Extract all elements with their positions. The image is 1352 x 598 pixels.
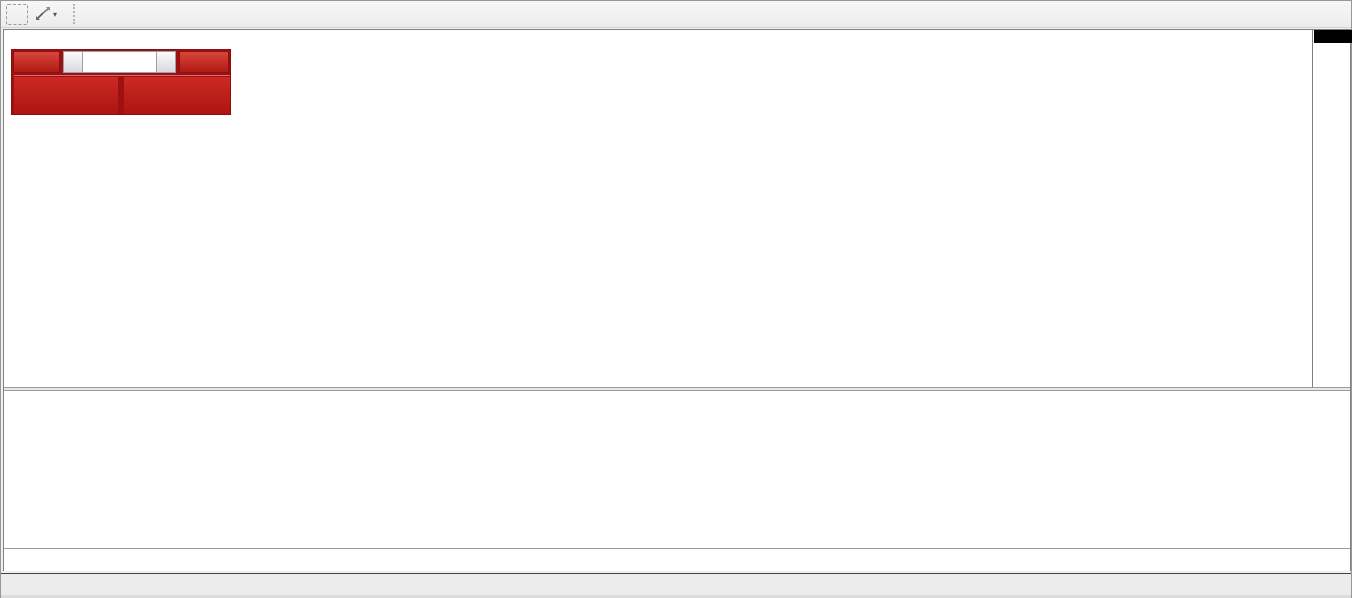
sell-button[interactable] bbox=[13, 51, 60, 73]
volume-stepper bbox=[63, 51, 176, 73]
chart-tab-bar bbox=[1, 573, 1351, 595]
chevron-down-icon: ▾ bbox=[53, 9, 58, 19]
rsi-canvas[interactable] bbox=[8, 391, 1313, 548]
top-toolbar: ▾ bbox=[1, 1, 1351, 28]
price-chart-pane[interactable] bbox=[8, 31, 1313, 387]
bottom-strip bbox=[1, 595, 1351, 598]
buy-button[interactable] bbox=[179, 51, 229, 73]
buy-price-display[interactable] bbox=[124, 77, 230, 114]
volume-decrease-button[interactable] bbox=[63, 51, 83, 73]
volume-increase-button[interactable] bbox=[156, 51, 176, 73]
rsi-pane[interactable] bbox=[8, 391, 1313, 548]
arrange-icon bbox=[36, 7, 50, 20]
time-axis[interactable] bbox=[4, 548, 1350, 571]
axis-divider bbox=[1312, 30, 1313, 548]
chart-window bbox=[3, 29, 1352, 571]
toolbar-grip bbox=[73, 4, 80, 24]
sell-price-display[interactable] bbox=[14, 77, 118, 114]
current-price-tag bbox=[1314, 30, 1352, 43]
trade-widget-divider bbox=[14, 75, 230, 76]
pane-splitter[interactable] bbox=[4, 387, 1350, 391]
volume-input[interactable] bbox=[83, 51, 156, 73]
arrange-windows-button[interactable]: ▾ bbox=[30, 4, 62, 25]
text-tool-icon[interactable] bbox=[6, 3, 28, 25]
one-click-trade-widget bbox=[11, 49, 231, 115]
